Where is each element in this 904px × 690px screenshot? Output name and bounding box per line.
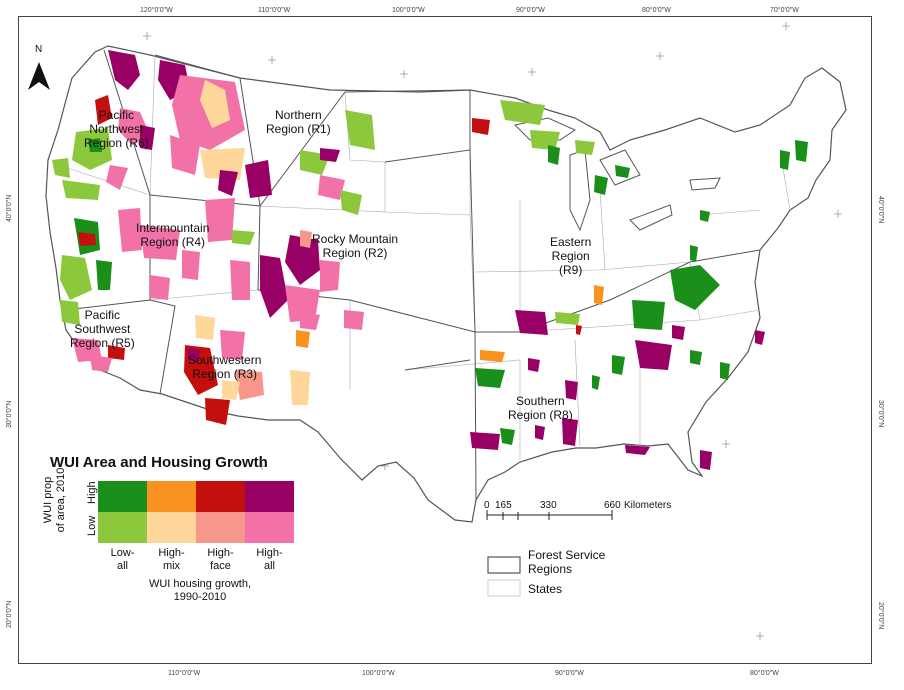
bottom-tick-4: 80°0'0"W (750, 670, 779, 677)
region-label-r1: Northern Region (R1) (266, 108, 331, 136)
states-swatch (487, 579, 521, 597)
states-legend-label: States (528, 582, 563, 596)
legend-col-label-high-mix: High-mix (158, 547, 185, 572)
legend-cell-high-mix-high (147, 481, 196, 512)
top-tick-1: 120°0'0"W (140, 7, 173, 14)
regions-swatch (487, 556, 521, 574)
legend-high-label: High (86, 481, 98, 504)
wui-patches (52, 50, 808, 470)
legend-cell-high-mix-low (147, 512, 196, 543)
scale-unit: Kilometers (624, 500, 672, 511)
legend-col-label-high-face: High-face (207, 547, 234, 572)
legend-cell-high-face-low (196, 512, 245, 543)
bottom-tick-3: 90°0'0"W (555, 670, 584, 677)
great-lakes (513, 117, 721, 232)
region-label-r5: Pacific Southwest Region (R5) (70, 308, 135, 350)
scale-tick-660: 660 (604, 500, 621, 511)
region-label-r4: Intermountain Region (R4) (136, 221, 210, 249)
right-tick-3: 20°0'0"N (877, 602, 884, 630)
legend-col-label-low-all: Low-all (110, 547, 135, 572)
scale-bar-graphic (486, 510, 613, 520)
scale-tick-0: 0 (484, 500, 490, 511)
north-arrow-shape (28, 62, 50, 90)
left-tick-1: 40°0'0"N (6, 194, 13, 222)
legend-cell-low-all-high (98, 481, 147, 512)
legend-cell-high-all-high (245, 481, 294, 512)
legend-y-axis-label: WUI prop of area, 2010 (42, 467, 67, 533)
left-tick-2: 30°0'0"N (6, 400, 13, 428)
bottom-tick-1: 110°0'0"W (168, 670, 201, 677)
legend-cell-high-face-high (196, 481, 245, 512)
legend-cell-high-all-low (245, 512, 294, 543)
top-tick-2: 110°0'0"W (258, 7, 291, 14)
right-tick-1: 40°0'0"N (877, 196, 884, 224)
legend-x-axis-label: WUI housing growth, 1990-2010 (148, 578, 252, 603)
top-tick-5: 80°0'0"W (642, 7, 671, 14)
scale-tick-330: 330 (540, 500, 557, 511)
scale-tick-165: 165 (495, 500, 512, 511)
legend-title: WUI Area and Housing Growth (50, 454, 268, 471)
region-label-r3: Southwestern Region (R3) (188, 353, 262, 381)
top-tick-3: 100°0'0"W (392, 7, 425, 14)
legend-cell-low-all-low (98, 512, 147, 543)
bottom-tick-2: 100°0'0"W (362, 670, 395, 677)
region-label-r9: Eastern Region (R9) (550, 235, 592, 277)
regions-legend-label: Forest Service Regions (528, 548, 606, 576)
top-tick-4: 90°0'0"W (516, 7, 545, 14)
region-label-r2: Rocky Mountain Region (R2) (312, 232, 399, 260)
left-tick-3: 20°0'0"N (6, 600, 13, 628)
region-label-r6: Pacific Northwest Region (R6) (84, 108, 149, 150)
legend-col-label-high-all: High-all (256, 547, 283, 572)
right-tick-2: 30°0'0"N (877, 400, 884, 428)
north-arrow-label: N (35, 44, 43, 55)
region-label-r8: Southern Region (R8) (508, 394, 573, 422)
legend-low-label: Low (86, 515, 98, 536)
top-tick-6: 70°0'0"W (770, 7, 799, 14)
